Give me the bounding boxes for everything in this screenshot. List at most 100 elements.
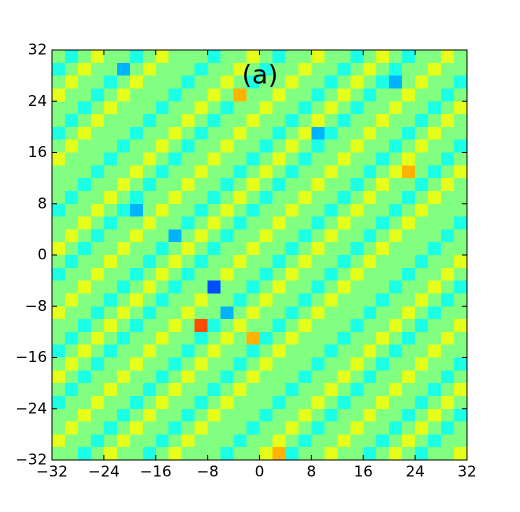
heatmap-cell <box>246 370 261 384</box>
heatmap-cell <box>90 395 105 410</box>
heatmap-cell <box>207 50 222 64</box>
heatmap-cell <box>220 242 235 256</box>
heatmap-cell <box>168 267 183 282</box>
heatmap-cell <box>220 216 235 230</box>
heatmap-cell <box>116 139 131 154</box>
heatmap-cell <box>441 293 455 307</box>
heatmap-cell <box>90 88 105 102</box>
heatmap-cell <box>285 331 300 346</box>
heatmap-cell <box>116 165 131 179</box>
heatmap-cell <box>324 319 338 333</box>
heatmap-cell <box>454 242 468 256</box>
heatmap-cell <box>389 370 403 384</box>
heatmap-cell <box>103 408 118 423</box>
heatmap-cell <box>389 255 403 269</box>
heatmap-cell <box>298 255 312 269</box>
heatmap-cell <box>298 101 312 115</box>
heatmap-cell <box>207 383 222 397</box>
heatmap-cell <box>90 114 105 128</box>
heatmap-cell <box>428 331 442 346</box>
heatmap-cell <box>272 357 287 371</box>
heatmap-cell <box>90 434 105 448</box>
heatmap-cell <box>454 101 468 115</box>
heatmap-cell <box>363 280 377 295</box>
heatmap-cell <box>220 101 235 115</box>
heatmap-cell <box>77 165 92 179</box>
heatmap-cell <box>389 190 403 205</box>
heatmap-cell <box>337 216 351 230</box>
heatmap-cell <box>441 370 455 384</box>
heatmap-cell <box>324 370 338 384</box>
heatmap-cell <box>454 331 468 346</box>
heatmap-cell <box>389 306 403 320</box>
heatmap-cell <box>233 357 248 371</box>
heatmap-cell <box>52 331 66 346</box>
heatmap-cell <box>337 267 351 282</box>
heatmap-cell <box>64 447 79 461</box>
heatmap-cell <box>285 178 300 192</box>
heatmap-cell <box>194 357 209 371</box>
heatmap-cell <box>298 216 312 230</box>
heatmap-cell <box>441 357 455 371</box>
heatmap-cell <box>233 165 248 179</box>
heatmap-cell <box>272 255 287 269</box>
heatmap-cell <box>415 267 429 282</box>
heatmap-cell <box>103 75 118 90</box>
heatmap-cell <box>259 370 274 384</box>
heatmap-cell <box>220 319 235 333</box>
heatmap-cell <box>363 357 377 371</box>
heatmap-cell <box>350 280 364 295</box>
heatmap-cell <box>376 434 390 448</box>
heatmap-cell <box>311 383 325 397</box>
heatmap-cell <box>415 370 429 384</box>
heatmap-cell <box>311 319 325 333</box>
heatmap-cell <box>363 421 377 435</box>
heatmap-cell <box>259 280 274 295</box>
heatmap-cell <box>415 165 429 179</box>
heatmap-cell <box>337 357 351 371</box>
heatmap-cell <box>181 88 196 102</box>
heatmap-cell <box>285 434 300 448</box>
heatmap-cell <box>64 126 79 141</box>
heatmap-cell <box>116 293 131 307</box>
heatmap-cell <box>52 267 66 282</box>
heatmap-cell <box>363 203 377 218</box>
heatmap-cell <box>194 62 209 77</box>
heatmap-cell <box>90 62 105 77</box>
heatmap-cell <box>90 421 105 435</box>
heatmap-cell <box>376 101 390 115</box>
heatmap-cell <box>350 242 364 256</box>
heatmap-cell <box>246 216 261 230</box>
heatmap-cell <box>181 370 196 384</box>
heatmap-cell <box>181 383 196 397</box>
heatmap-cell <box>376 139 390 154</box>
heatmap-cell <box>194 447 209 461</box>
heatmap-cell <box>441 62 455 77</box>
heatmap-cell <box>298 50 312 64</box>
heatmap-cell <box>337 280 351 295</box>
heatmap-cell <box>428 75 442 90</box>
heatmap-cell <box>64 280 79 295</box>
heatmap-cell <box>233 75 248 90</box>
heatmap-cell <box>454 216 468 230</box>
heatmap-cell <box>77 395 92 410</box>
heatmap-cell <box>246 126 261 141</box>
heatmap-cell <box>311 114 325 128</box>
heatmap-cell <box>454 395 468 410</box>
heatmap-cell <box>90 50 105 64</box>
heatmap-cell <box>298 344 312 359</box>
heatmap-cell <box>116 319 131 333</box>
heatmap-cell <box>142 178 157 192</box>
heatmap-cell <box>402 408 416 423</box>
heatmap-cell <box>350 293 364 307</box>
heatmap-cell <box>376 344 390 359</box>
heatmap-cell <box>142 242 157 256</box>
heatmap-cell <box>194 319 209 333</box>
heatmap-cell <box>311 50 325 64</box>
heatmap-cell <box>181 126 196 141</box>
heatmap-cell <box>285 114 300 128</box>
heatmap-cell <box>324 383 338 397</box>
heatmap-cell <box>181 434 196 448</box>
heatmap-cell <box>272 344 287 359</box>
